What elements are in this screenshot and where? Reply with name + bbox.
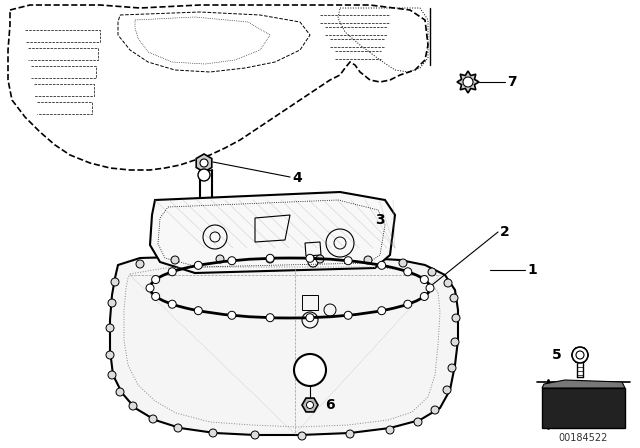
Circle shape bbox=[174, 424, 182, 432]
Circle shape bbox=[316, 255, 324, 263]
Circle shape bbox=[451, 338, 459, 346]
Circle shape bbox=[152, 293, 159, 301]
Circle shape bbox=[195, 261, 202, 269]
Circle shape bbox=[198, 169, 210, 181]
Circle shape bbox=[420, 276, 428, 284]
Circle shape bbox=[200, 159, 208, 167]
Circle shape bbox=[168, 268, 176, 276]
Circle shape bbox=[108, 299, 116, 307]
Circle shape bbox=[106, 351, 114, 359]
Polygon shape bbox=[150, 192, 395, 273]
Circle shape bbox=[443, 386, 451, 394]
Circle shape bbox=[228, 257, 236, 265]
Circle shape bbox=[307, 401, 314, 409]
Text: 6: 6 bbox=[325, 398, 335, 412]
Polygon shape bbox=[302, 398, 318, 412]
Circle shape bbox=[463, 77, 473, 87]
Text: 7: 7 bbox=[507, 75, 516, 89]
Polygon shape bbox=[457, 71, 479, 93]
Circle shape bbox=[168, 300, 176, 308]
Circle shape bbox=[414, 418, 422, 426]
Circle shape bbox=[444, 279, 452, 287]
Circle shape bbox=[364, 256, 372, 264]
Polygon shape bbox=[110, 257, 458, 435]
Circle shape bbox=[228, 311, 236, 319]
Circle shape bbox=[378, 261, 386, 269]
Circle shape bbox=[294, 354, 326, 386]
Circle shape bbox=[426, 284, 434, 292]
Circle shape bbox=[404, 268, 412, 276]
Polygon shape bbox=[542, 380, 625, 388]
Circle shape bbox=[171, 256, 179, 264]
Text: 4: 4 bbox=[292, 171, 301, 185]
Circle shape bbox=[266, 314, 274, 322]
Circle shape bbox=[576, 351, 584, 359]
Circle shape bbox=[344, 257, 352, 265]
Circle shape bbox=[108, 371, 116, 379]
Circle shape bbox=[111, 278, 119, 286]
Circle shape bbox=[266, 254, 274, 263]
Circle shape bbox=[146, 284, 154, 292]
Polygon shape bbox=[196, 154, 212, 172]
Polygon shape bbox=[542, 388, 625, 428]
Circle shape bbox=[450, 294, 458, 302]
Circle shape bbox=[452, 314, 460, 322]
Text: 00184522: 00184522 bbox=[558, 433, 608, 443]
Text: 5: 5 bbox=[552, 348, 562, 362]
Circle shape bbox=[346, 430, 354, 438]
Circle shape bbox=[572, 347, 588, 363]
Circle shape bbox=[266, 255, 274, 263]
Circle shape bbox=[209, 429, 217, 437]
Circle shape bbox=[251, 431, 259, 439]
Circle shape bbox=[129, 402, 137, 410]
Circle shape bbox=[298, 432, 306, 440]
Circle shape bbox=[399, 259, 407, 267]
Circle shape bbox=[448, 364, 456, 372]
Circle shape bbox=[306, 254, 314, 263]
Text: 2: 2 bbox=[500, 225, 509, 239]
Text: 5: 5 bbox=[306, 365, 314, 378]
Polygon shape bbox=[8, 5, 428, 170]
Circle shape bbox=[378, 307, 386, 314]
Circle shape bbox=[116, 388, 124, 396]
Circle shape bbox=[216, 255, 224, 263]
Circle shape bbox=[431, 406, 439, 414]
Circle shape bbox=[428, 268, 436, 276]
Circle shape bbox=[136, 260, 144, 268]
Circle shape bbox=[344, 311, 352, 319]
Circle shape bbox=[404, 300, 412, 308]
Circle shape bbox=[106, 324, 114, 332]
Circle shape bbox=[386, 426, 394, 434]
Circle shape bbox=[420, 293, 428, 301]
Circle shape bbox=[306, 314, 314, 322]
Text: 3: 3 bbox=[375, 213, 385, 227]
Circle shape bbox=[195, 307, 202, 314]
Text: 1: 1 bbox=[527, 263, 537, 277]
Circle shape bbox=[152, 276, 159, 284]
Circle shape bbox=[149, 415, 157, 423]
